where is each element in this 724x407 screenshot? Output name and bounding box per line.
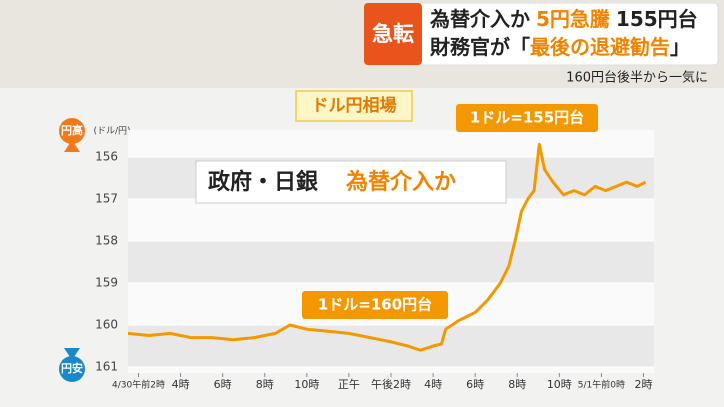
y-axis-label: (ドル/円)	[93, 126, 130, 137]
chart-title: ドル円相場	[312, 95, 397, 116]
x-tick-label: 10時	[294, 378, 319, 391]
annotation: 1ドル=160円台	[318, 296, 432, 314]
x-tick-label: 4時	[172, 378, 190, 391]
headline-line1: 為替介入か 5円急騰 155円台	[430, 7, 698, 31]
y-tick-label: 161	[95, 360, 118, 374]
x-tick-label: 4/30午前2時	[112, 379, 165, 391]
annotation: 政府・日銀	[208, 169, 318, 195]
title-box	[295, 90, 413, 122]
headline-tag: 急転	[372, 22, 414, 46]
x-tick-label: 2時	[634, 378, 652, 391]
x-tick-label: 8時	[508, 378, 526, 391]
y-tick-label: 157	[95, 192, 118, 206]
top-label-badge	[59, 118, 85, 144]
price-line	[127, 142, 647, 352]
arrow-head-down	[64, 348, 80, 360]
x-tick-label: 6時	[214, 378, 232, 391]
headline-tag-box	[364, 3, 422, 65]
x-tick-label: 4時	[424, 378, 442, 391]
y-bottom-label: 円安	[61, 361, 83, 375]
y-top-label: 円高	[61, 123, 83, 137]
x-tick-label: 5/1午前0時	[578, 379, 625, 391]
y-tick-label: 159	[95, 276, 118, 290]
x-tick-label: 6時	[466, 378, 484, 391]
annotation-box	[456, 104, 598, 132]
y-tick-label: 160	[95, 318, 118, 332]
annotation-box	[302, 291, 448, 319]
annotation-box	[195, 160, 507, 204]
grid-band	[128, 325, 654, 367]
x-tick-label: 10時	[547, 378, 572, 391]
y-tick-label: 158	[95, 234, 118, 248]
caption: 160円台後半から一気に	[566, 70, 708, 86]
x-tick-label: 午後2時	[371, 377, 411, 391]
headline-line2: 財務官が「最後の退避勧告」	[430, 35, 690, 59]
annotation: 1ドル=155円台	[470, 109, 584, 127]
arrow-head-up	[64, 140, 80, 152]
annotation: 為替介入か	[346, 169, 456, 195]
x-tick-label: 正午	[338, 378, 360, 391]
y-tick-label: 156	[95, 150, 118, 164]
x-tick-label: 8時	[256, 378, 274, 391]
grid-band	[128, 241, 654, 283]
bottom-label-badge	[59, 356, 85, 382]
